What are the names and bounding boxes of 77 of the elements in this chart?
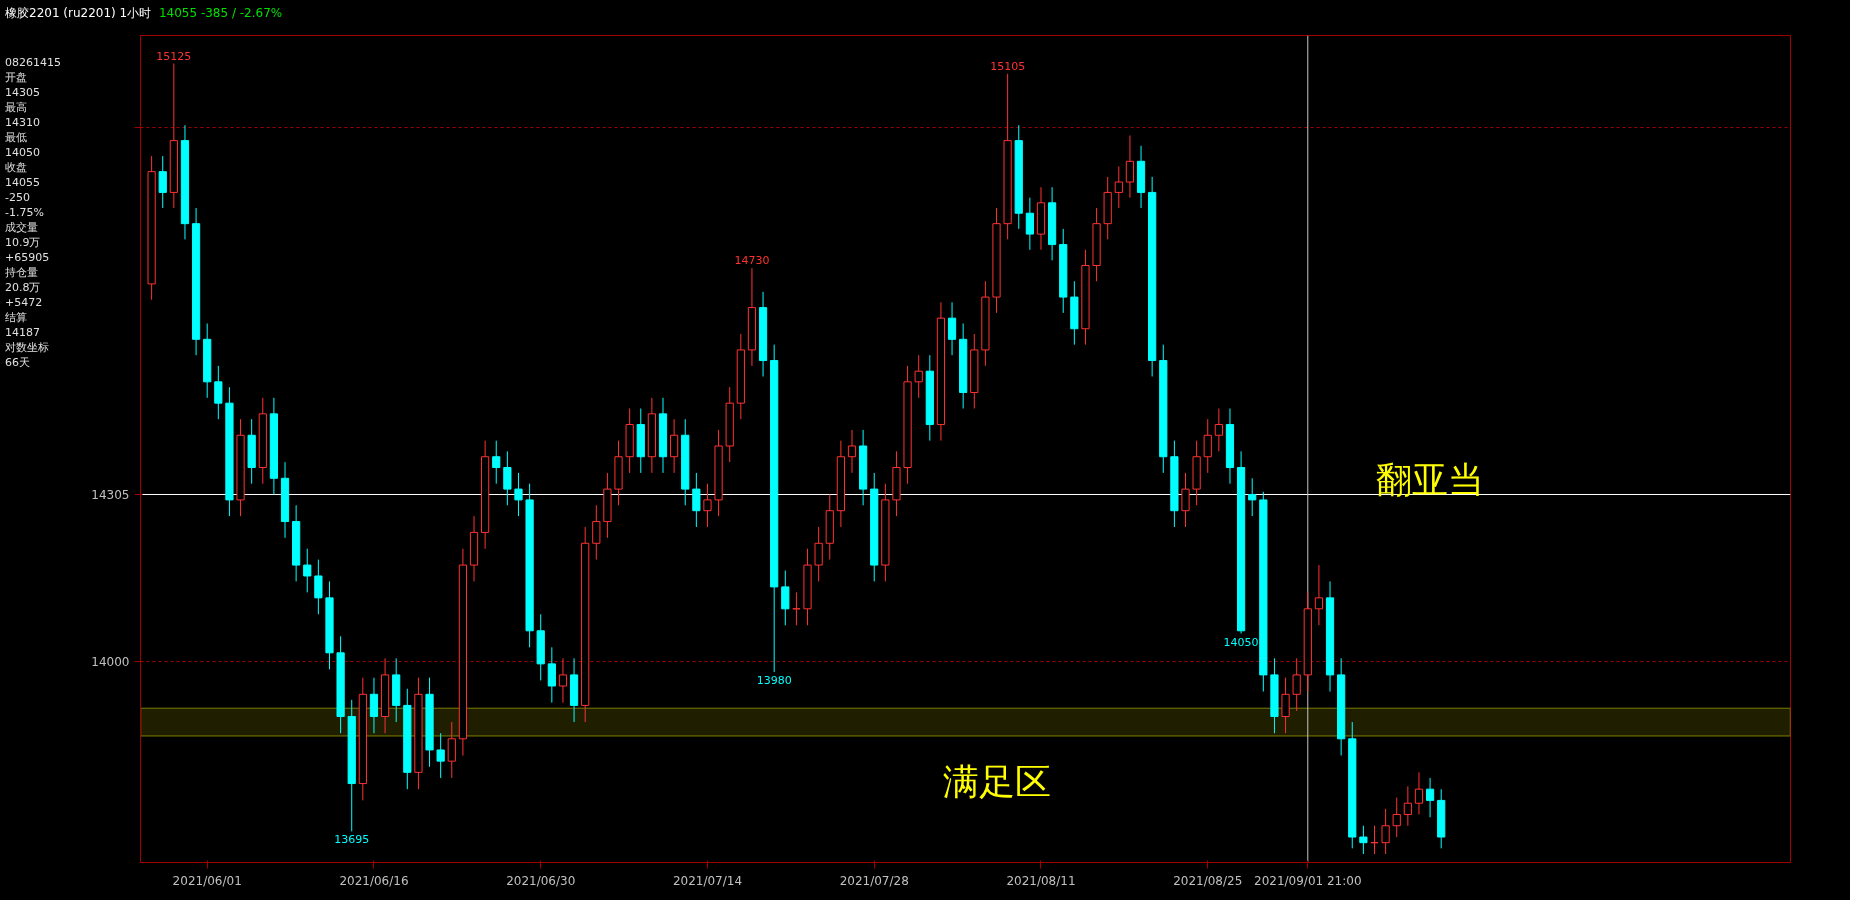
candlestick <box>914 354 923 399</box>
x-tick-label: 2021/08/11 <box>1006 873 1076 888</box>
text: +65905 <box>5 250 51 265</box>
candlestick <box>670 418 679 474</box>
x-tick-label: 2021/09/01 21:00 <box>1254 873 1362 888</box>
text: 结算 <box>5 310 28 325</box>
annotation: 15105 <box>990 59 1026 73</box>
text: 对数坐标 <box>5 340 50 355</box>
text: 10.9万 <box>5 235 42 250</box>
x-tick-label: 2021/06/30 <box>506 873 576 888</box>
annotation: 15125 <box>156 49 192 63</box>
candlestick <box>1392 797 1401 838</box>
candlestick <box>947 301 957 356</box>
text: -250 <box>5 190 31 205</box>
candlestick <box>1359 825 1368 855</box>
band-label: 满足区 <box>943 761 1052 803</box>
candlestick <box>1214 408 1223 452</box>
candlestick <box>1114 165 1123 209</box>
candlestick <box>1381 808 1390 855</box>
x-tick-label: 2021/08/25 <box>1173 873 1243 888</box>
annotation: 翻亚当 <box>1376 458 1485 500</box>
candlestick <box>558 657 568 704</box>
annotation: 13980 <box>756 674 792 688</box>
candlestick <box>692 472 701 528</box>
candlestick <box>303 548 312 593</box>
text: 14305 <box>5 85 41 100</box>
x-tick-label: 2021/06/16 <box>339 873 409 888</box>
candlestick <box>1025 197 1034 251</box>
candlestick <box>1314 564 1324 626</box>
x-tick-label: 2021/07/28 <box>839 873 909 888</box>
y-tick-label: 14000 <box>91 654 130 669</box>
x-tick-label: 2021/06/01 <box>172 873 242 888</box>
text: 持仓量 <box>5 265 39 280</box>
candlestick <box>214 365 223 420</box>
candlestick <box>158 155 167 209</box>
text: 14310 <box>5 115 41 130</box>
candlestick <box>1292 657 1301 712</box>
text: 最高 <box>5 100 28 115</box>
text: 14187 <box>5 325 41 340</box>
candlestick <box>447 721 456 779</box>
text: 08261415 <box>5 55 61 70</box>
annotation: 14050 <box>1223 635 1259 649</box>
candlestick <box>1425 777 1435 818</box>
candlestick <box>1181 472 1190 528</box>
text: 成交量 <box>5 220 39 235</box>
candlestick <box>1403 785 1412 827</box>
text: 14055 <box>5 175 41 190</box>
candlestick <box>592 504 601 561</box>
candlestick <box>814 526 823 582</box>
chart-subtitle: 14055 -385 / -2.67% <box>158 6 283 20</box>
chart-title: 橡胶2201 (ru2201) 1小时 <box>5 6 152 20</box>
candlestick <box>781 570 790 626</box>
x-tick-label: 2021/07/14 <box>672 873 743 888</box>
text: 最低 <box>5 130 28 145</box>
candlestick <box>1281 677 1290 734</box>
candlestick <box>503 450 512 506</box>
candlestick <box>703 483 712 528</box>
candlestick <box>514 472 523 517</box>
text: 14050 <box>5 145 41 160</box>
candlestick <box>1125 134 1135 199</box>
text: +5472 <box>5 295 44 310</box>
text: 66天 <box>5 355 31 370</box>
candlestick <box>1203 418 1212 474</box>
text: 收盘 <box>5 160 28 175</box>
candlestick <box>1414 771 1424 815</box>
candlestick <box>314 559 323 615</box>
candlestick <box>369 677 379 734</box>
candlestick <box>847 429 857 474</box>
candlestick <box>547 646 556 704</box>
text: 20.8万 <box>5 280 42 295</box>
candlestick <box>1248 477 1257 517</box>
text: 开盘 <box>5 70 28 85</box>
text: -1.75% <box>5 205 45 220</box>
candlestick <box>492 440 501 485</box>
candlestick <box>436 732 445 779</box>
annotation: 13695 <box>334 833 370 847</box>
annotation: 14730 <box>734 254 770 268</box>
